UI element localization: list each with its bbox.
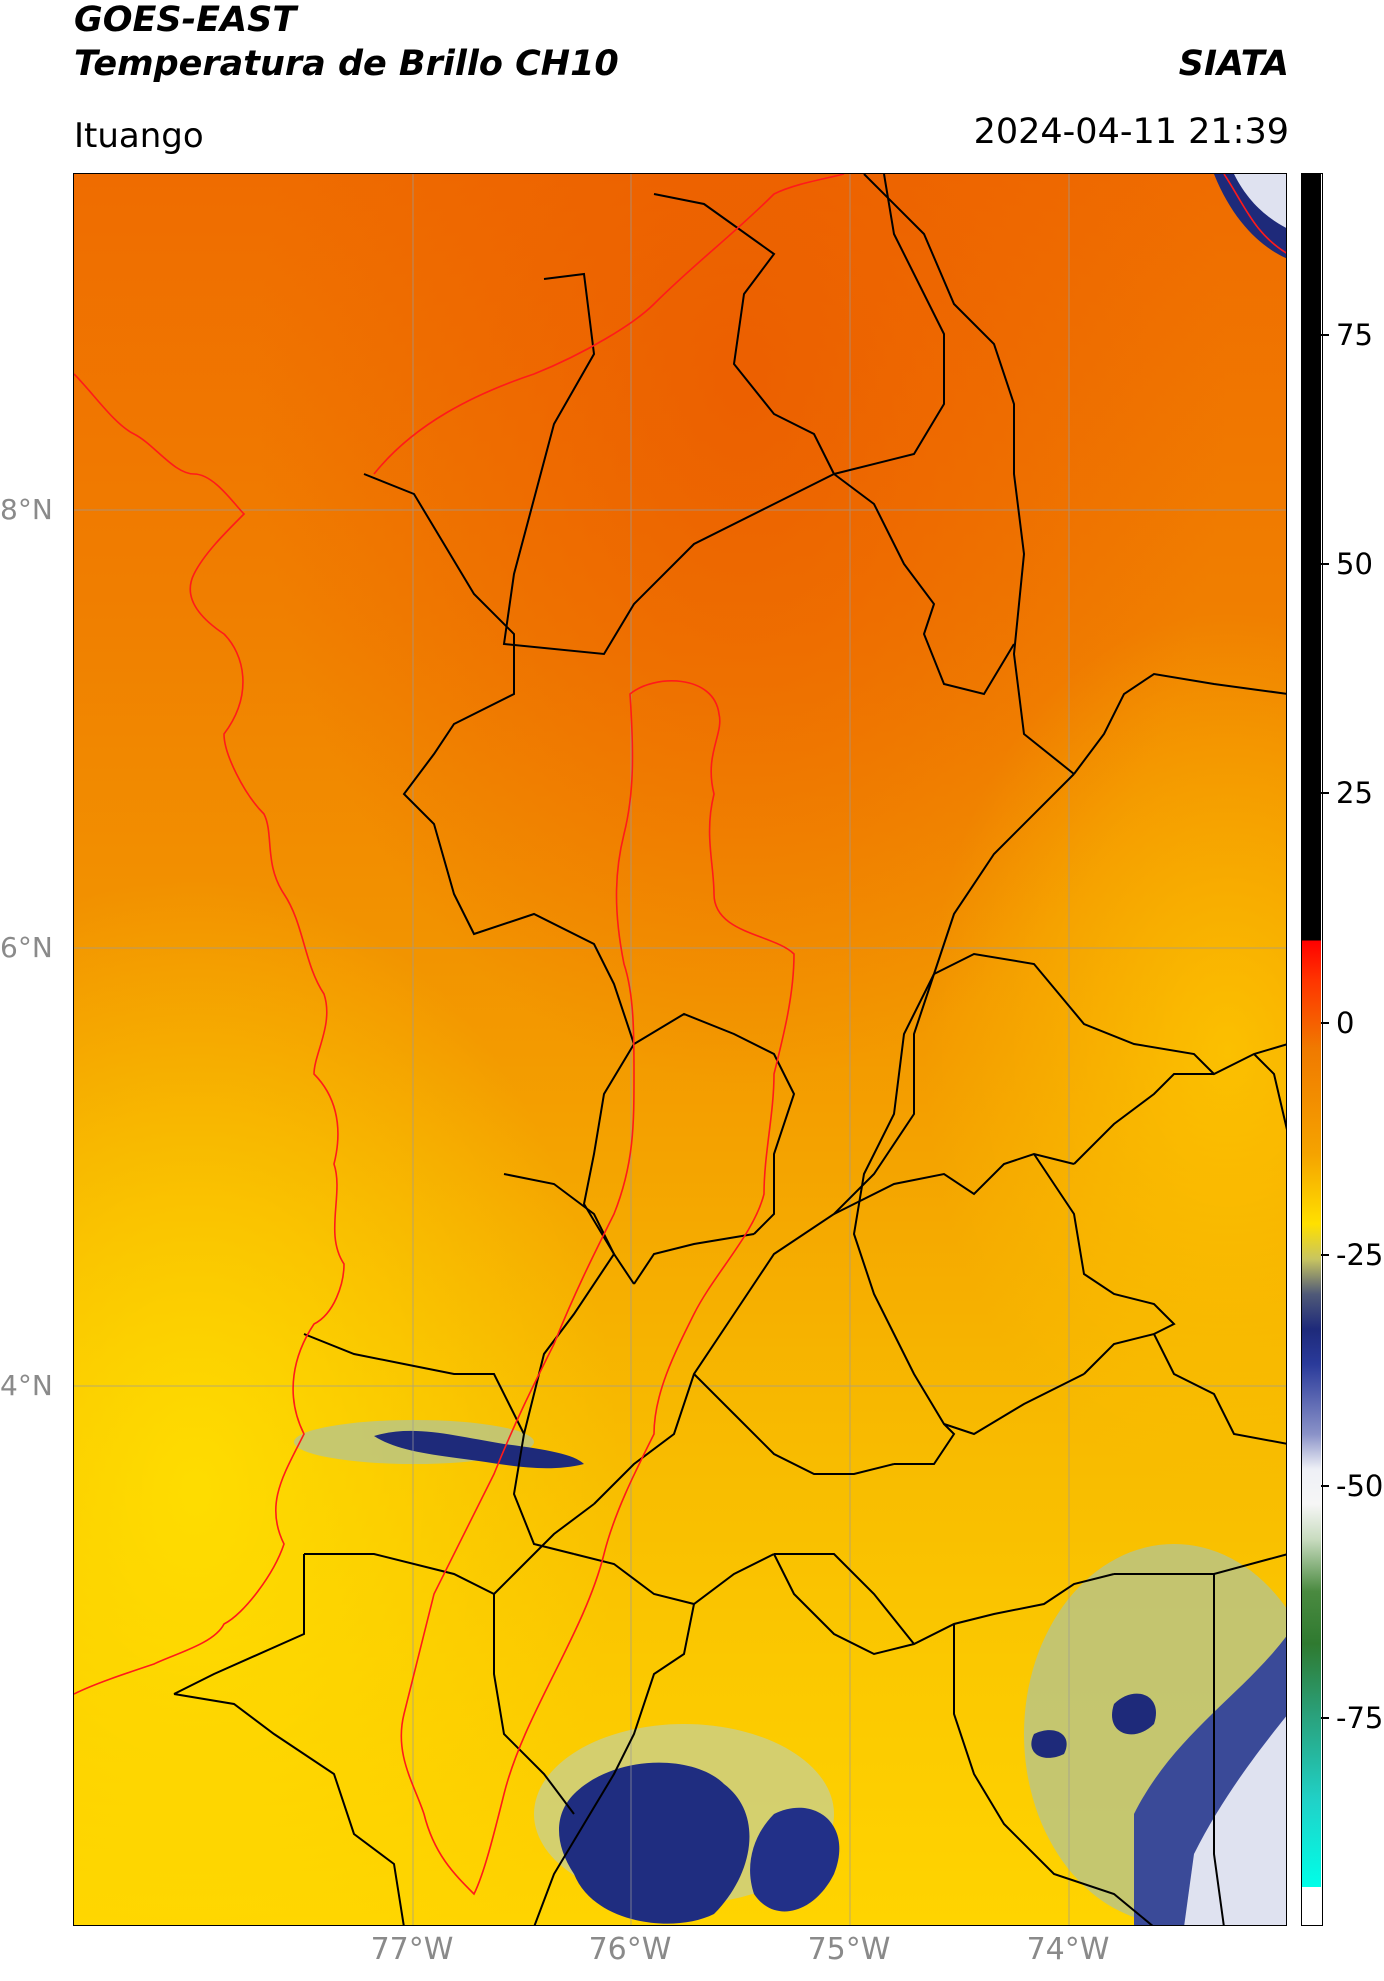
organization-label: SIATA [1178,44,1289,84]
cloud-cluster-southeast [1024,1544,1286,1925]
graticule [74,174,1286,1925]
colorbar-tick-mark [1321,563,1329,565]
colorbar-label-25: 25 [1336,776,1373,810]
lat-label-4n: 4°N [0,1369,53,1402]
timestamp-label: 2024-04-11 21:39 [973,112,1289,152]
colorbar-tick-mark [1321,1485,1329,1487]
map-canvas [74,174,1286,1925]
colorbar-tick-mark [1321,1717,1329,1719]
lon-label-76w: 76°W [588,1932,672,1967]
colorbar-label-neg50: -50 [1336,1469,1384,1503]
coastline-and-basin [74,174,1286,1896]
lat-label-6n: 6°N [0,931,53,964]
colorbar-gradient [1302,174,1321,1924]
colorbar-label-neg75: -75 [1336,1701,1384,1735]
colorbar-label-50: 50 [1336,547,1373,581]
title-satellite: GOES-EAST [74,0,297,40]
colorbar-tick-mark [1321,334,1329,336]
lon-label-75w: 75°W [807,1932,891,1967]
cloud-cluster-south [534,1724,840,1924]
cloud-band-west [294,1420,584,1469]
colorbar [1301,173,1323,1926]
colorbar-tick-mark [1321,792,1329,794]
lon-label-74w: 74°W [1026,1932,1110,1967]
colorbar-tick-mark [1321,1022,1329,1024]
brightness-temperature-map [73,173,1287,1926]
title-product: Temperatura de Brillo CH10 [74,44,619,84]
colorbar-label-0: 0 [1336,1006,1355,1040]
colorbar-label-neg25: -25 [1336,1238,1384,1272]
colorbar-label-75: 75 [1336,318,1373,352]
region-label: Ituango [74,116,204,156]
colorbar-tick-mark [1321,1254,1329,1256]
lat-label-8n: 8°N [0,493,53,526]
department-borders [173,174,1286,1925]
lon-label-77w: 77°W [370,1932,454,1967]
